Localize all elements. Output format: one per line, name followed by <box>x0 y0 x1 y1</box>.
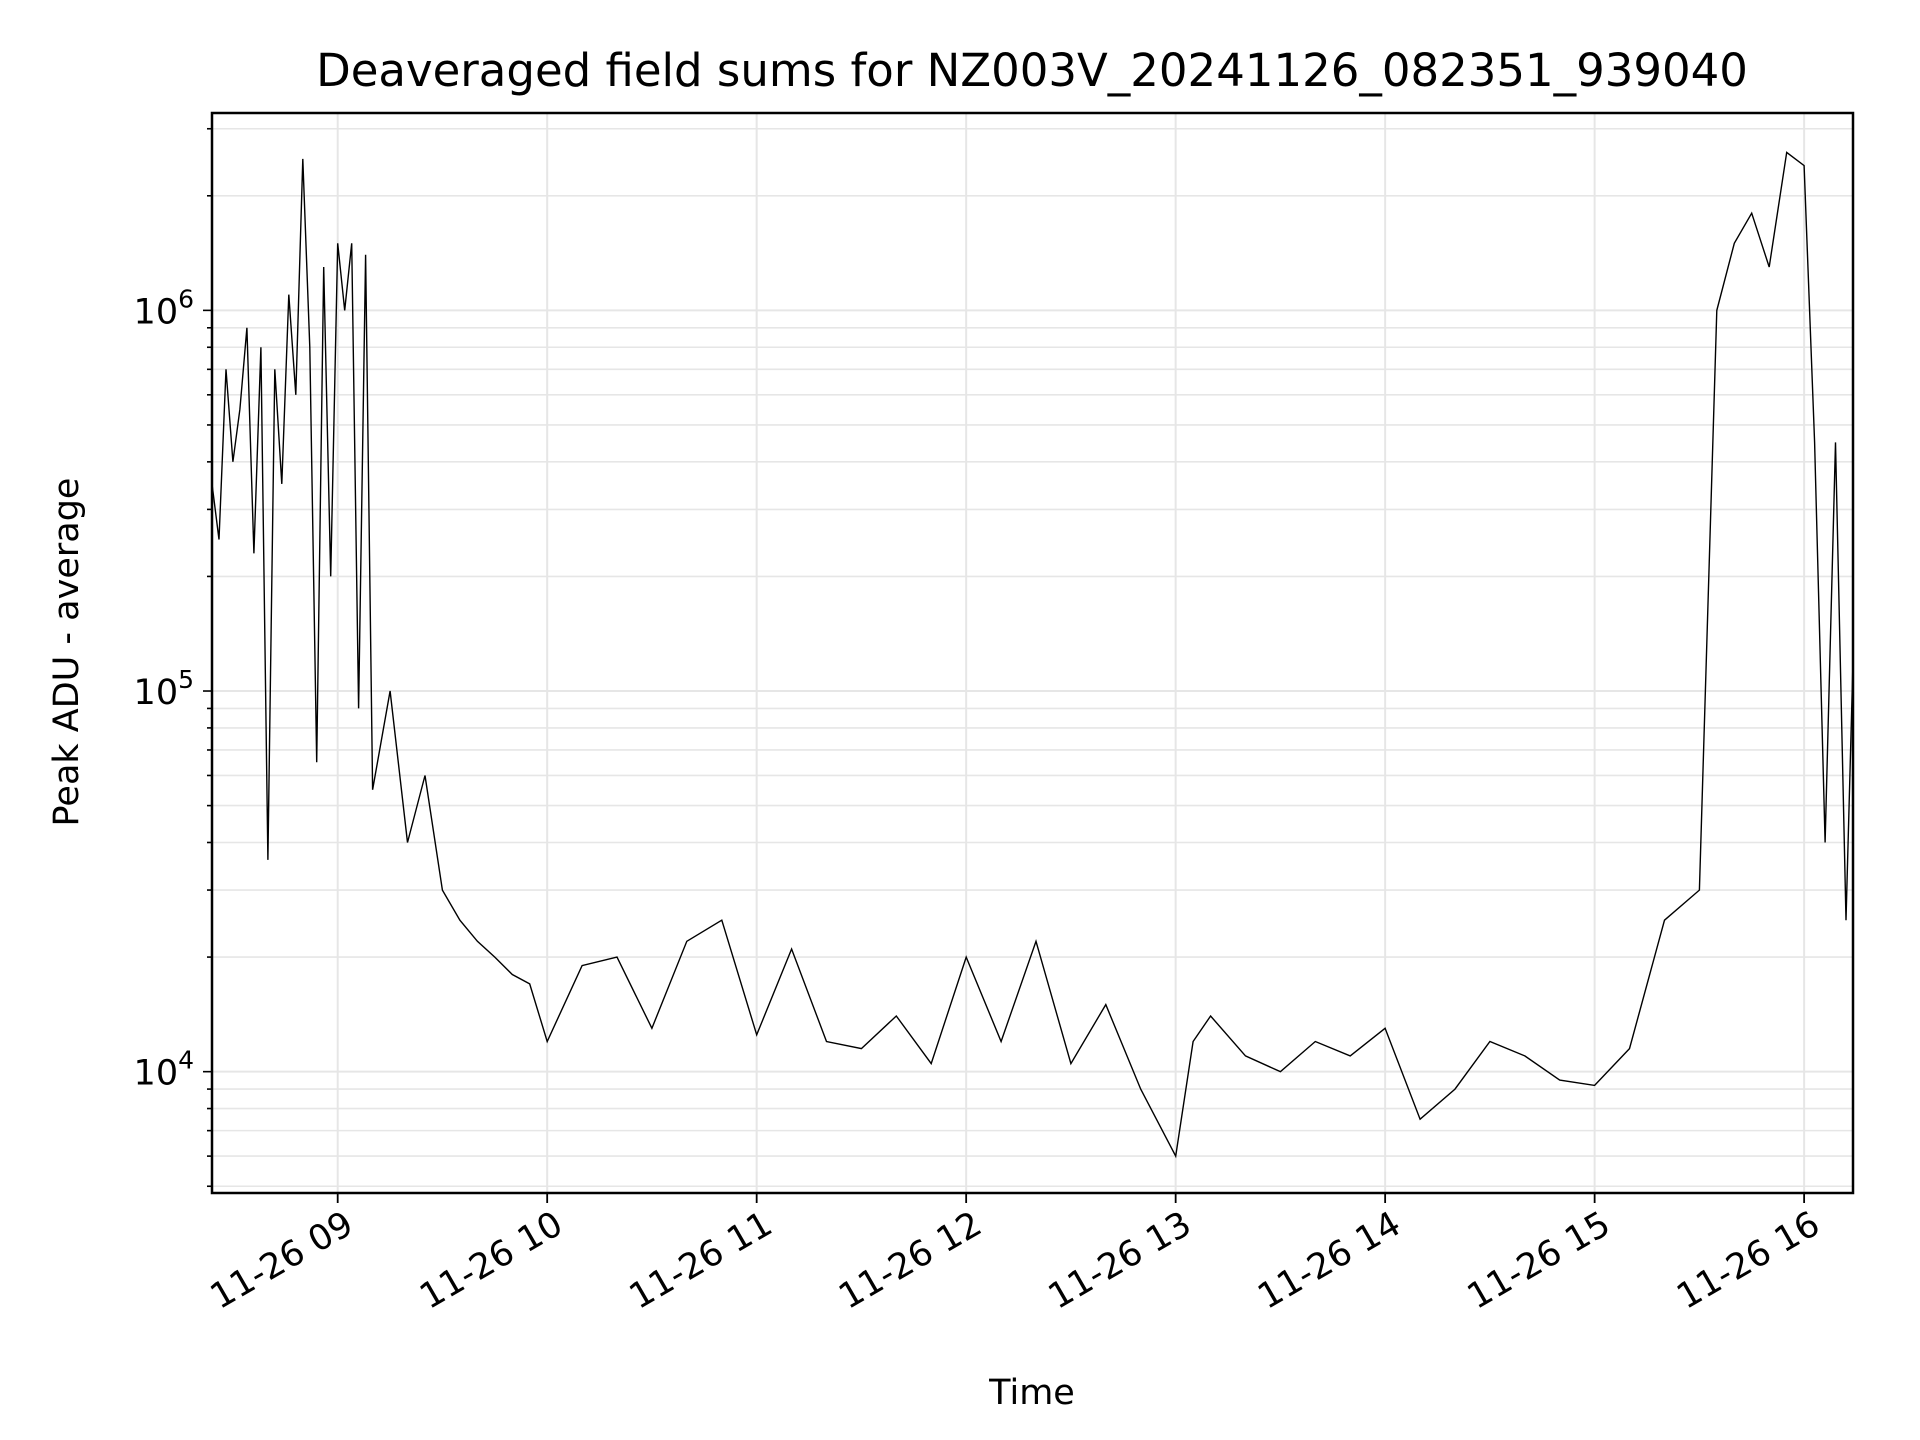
y-tick-label: 105 <box>134 665 194 713</box>
y-tick-label: 106 <box>134 284 194 332</box>
x-axis-label: Time <box>988 1373 1075 1413</box>
plot-frame <box>210 111 1855 1195</box>
y-tick-label: 104 <box>134 1046 194 1094</box>
series-layer <box>211 151 1854 1159</box>
y-axis-label: Peak ADU - average <box>47 478 87 827</box>
chart-title: Deaveraged field sums for NZ003V_2024112… <box>316 44 1748 97</box>
series-line <box>211 151 1854 1159</box>
grid <box>212 113 1853 1193</box>
